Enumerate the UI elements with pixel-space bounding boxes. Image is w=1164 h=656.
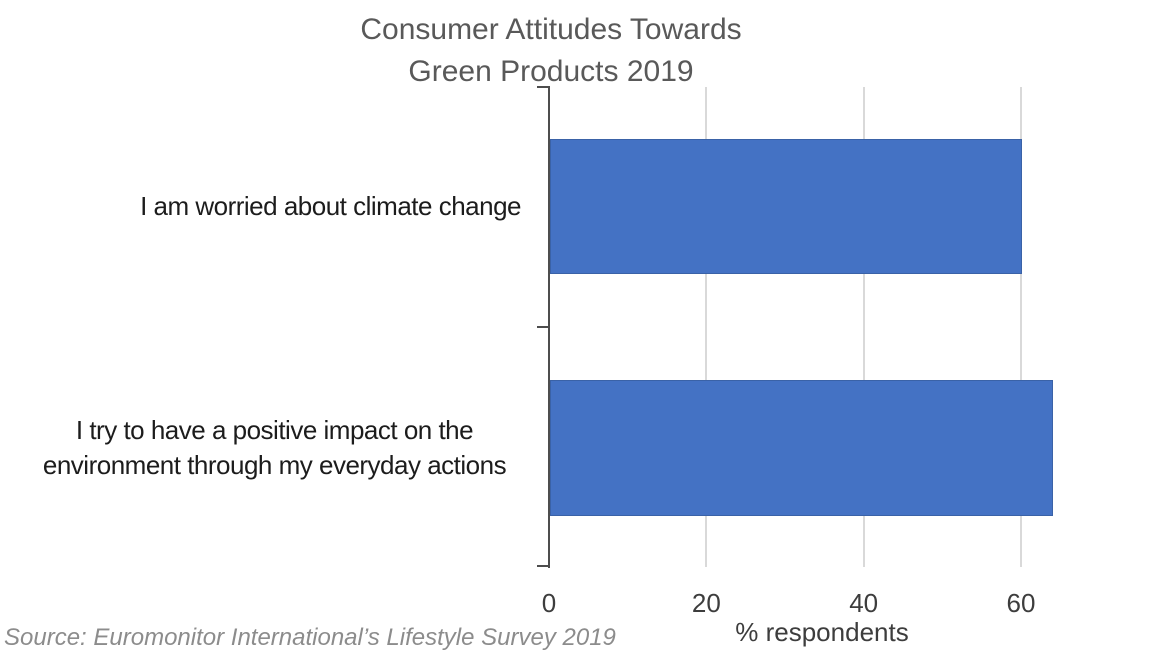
x-tick-label-40: 40	[849, 588, 879, 618]
gridline-x-40	[862, 87, 865, 567]
gridline-x-60	[1020, 87, 1022, 567]
y-axis-tick-0	[537, 86, 549, 88]
source-note: Source: Euromonitor International’s Life…	[4, 624, 616, 651]
gridline-x-20	[705, 87, 708, 567]
y-axis-tick-1	[537, 326, 549, 328]
x-tick-label-60: 60	[1006, 588, 1036, 618]
x-axis-label: % respondents	[735, 617, 909, 647]
bar-1	[550, 380, 1053, 516]
bar-0	[550, 139, 1022, 274]
category-label-worried-climate: I am worried about climate change	[140, 191, 521, 221]
x-tick-label-0: 0	[541, 588, 557, 618]
y-axis-tick-2	[537, 565, 549, 567]
x-tick-label-20: 20	[691, 588, 721, 618]
y-axis-line	[548, 86, 550, 568]
chart-title: Consumer Attitudes Towards Green Product…	[360, 13, 742, 88]
category-label-positive-impact: I try to have a positive impact on the e…	[42, 415, 507, 480]
